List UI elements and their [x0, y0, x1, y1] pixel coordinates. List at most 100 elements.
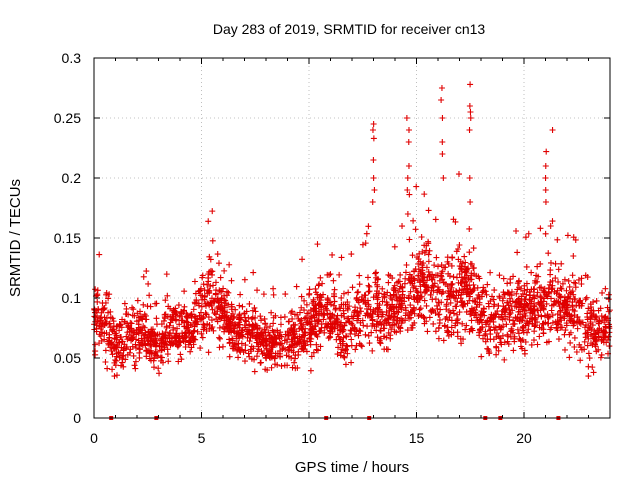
data-point	[158, 354, 165, 361]
data-point	[212, 290, 219, 297]
data-point	[242, 347, 249, 354]
data-point	[522, 296, 529, 303]
data-point	[528, 341, 535, 348]
data-point	[419, 264, 426, 271]
data-point	[241, 358, 248, 365]
data-point	[468, 325, 475, 332]
data-point	[112, 357, 119, 364]
data-point	[435, 325, 442, 332]
data-point	[205, 271, 212, 278]
data-point	[379, 285, 386, 292]
data-point	[535, 273, 542, 280]
data-point	[503, 321, 510, 328]
data-point	[540, 326, 547, 333]
data-point	[517, 302, 524, 309]
data-point	[412, 266, 419, 273]
data-point	[203, 328, 210, 335]
data-point	[163, 271, 170, 278]
data-point	[352, 326, 359, 333]
data-point	[92, 351, 99, 358]
data-point	[153, 315, 160, 322]
data-point	[311, 314, 318, 321]
data-point	[102, 347, 109, 354]
data-point	[327, 310, 334, 317]
data-point	[216, 324, 223, 331]
data-point	[204, 281, 211, 288]
data-point	[263, 324, 270, 331]
data-point	[541, 295, 548, 302]
data-point	[461, 269, 468, 276]
data-point	[302, 330, 309, 337]
data-point	[103, 315, 110, 322]
data-point	[186, 329, 193, 336]
data-point	[542, 230, 549, 237]
data-point	[355, 315, 362, 322]
data-point	[347, 330, 354, 337]
data-point	[105, 295, 112, 302]
data-point	[537, 260, 544, 267]
data-point	[187, 321, 194, 328]
data-point	[322, 303, 329, 310]
data-point	[110, 326, 117, 333]
data-point	[375, 275, 382, 282]
data-point	[412, 226, 419, 233]
data-point	[101, 336, 108, 343]
data-point	[440, 279, 447, 286]
data-point	[264, 367, 271, 374]
data-point	[279, 346, 286, 353]
data-point	[506, 316, 513, 323]
data-point	[111, 328, 118, 335]
data-point	[477, 312, 484, 319]
data-point	[94, 312, 101, 319]
data-point	[467, 81, 474, 88]
grid-lines	[94, 58, 610, 418]
data-point	[153, 321, 160, 328]
data-point	[221, 328, 228, 335]
data-point	[141, 324, 148, 331]
data-point	[589, 332, 596, 339]
data-point	[261, 349, 268, 356]
data-point	[418, 293, 425, 300]
data-point	[280, 345, 287, 352]
data-point	[308, 313, 315, 320]
data-point	[561, 276, 568, 283]
data-point	[121, 300, 128, 307]
data-point	[233, 347, 240, 354]
data-point	[592, 330, 599, 337]
data-point	[158, 346, 165, 353]
data-point	[504, 280, 511, 287]
data-point	[254, 348, 261, 355]
data-point	[216, 344, 223, 351]
data-point	[583, 294, 590, 301]
data-point	[430, 307, 437, 314]
data-point	[100, 305, 107, 312]
data-point	[415, 272, 422, 279]
data-point	[328, 321, 335, 328]
data-point	[237, 348, 244, 355]
data-point	[271, 354, 278, 361]
data-point	[395, 289, 402, 296]
data-point	[467, 199, 474, 205]
data-point	[523, 263, 530, 270]
data-point	[178, 356, 185, 363]
data-point	[448, 324, 455, 331]
data-point	[552, 260, 559, 267]
data-point	[534, 307, 541, 314]
data-point	[532, 322, 539, 329]
data-point	[398, 297, 405, 304]
data-point	[237, 314, 244, 321]
data-point	[553, 290, 560, 297]
data-point	[92, 286, 99, 293]
data-point	[531, 328, 538, 335]
data-point	[282, 291, 289, 298]
data-point	[152, 349, 159, 356]
data-point	[274, 361, 281, 368]
data-point	[565, 277, 572, 284]
data-point	[338, 312, 345, 319]
data-point	[411, 305, 418, 312]
data-point	[474, 318, 481, 325]
data-point	[331, 293, 338, 300]
data-point	[154, 353, 161, 360]
data-point	[209, 237, 216, 244]
data-point	[276, 332, 283, 339]
